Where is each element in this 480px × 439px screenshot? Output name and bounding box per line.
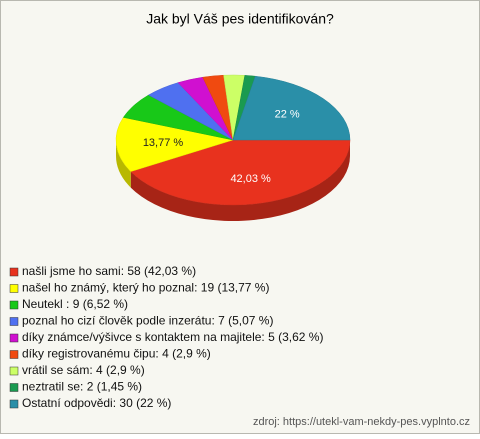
legend-label: vrátil se sám: 4 (2,9 %) [22, 363, 145, 377]
pie-side [130, 140, 350, 222]
slice-label: 42,03 % [230, 173, 271, 185]
legend-swatch [9, 267, 19, 277]
slice-label: 22 % [275, 108, 300, 120]
legend-label: Neutekl : 9 (6,52 %) [22, 297, 128, 311]
legend-swatch [9, 399, 19, 409]
legend-label: díky známce/výšivce s kontaktem na majit… [22, 330, 323, 344]
legend-label: našli jsme ho sami: 58 (42,03 %) [22, 264, 196, 278]
legend-swatch [9, 333, 19, 343]
chart-title: Jak byl Váš pes identifikován? [146, 11, 334, 27]
legend-swatch [9, 350, 19, 359]
legend-label: neztratil se: 2 (1,45 %) [22, 380, 142, 394]
pie-slice [130, 139, 351, 206]
slice-label: 13,77 % [143, 137, 184, 149]
legend-label: našel ho známý, který ho poznal: 19 (13,… [22, 281, 269, 295]
legend-swatch [9, 317, 19, 326]
pie-side [116, 140, 131, 188]
legend-label: poznal ho cizí člověk podle inzerátu: 7 … [22, 314, 273, 328]
legend-swatch [9, 383, 19, 392]
pie-slice [115, 117, 234, 172]
legend-swatch [9, 366, 19, 376]
pie-slice [232, 75, 351, 141]
legend-label: díky registrovanému čipu: 4 (2,9 %) [22, 347, 211, 361]
legend-swatch [9, 284, 19, 293]
source: zdroj: https://utekl-vam-nekdy-pes.vypln… [253, 416, 470, 428]
legend-swatch [9, 300, 19, 310]
legend-label: Ostatní odpovědi: 30 (22 %) [22, 396, 171, 410]
